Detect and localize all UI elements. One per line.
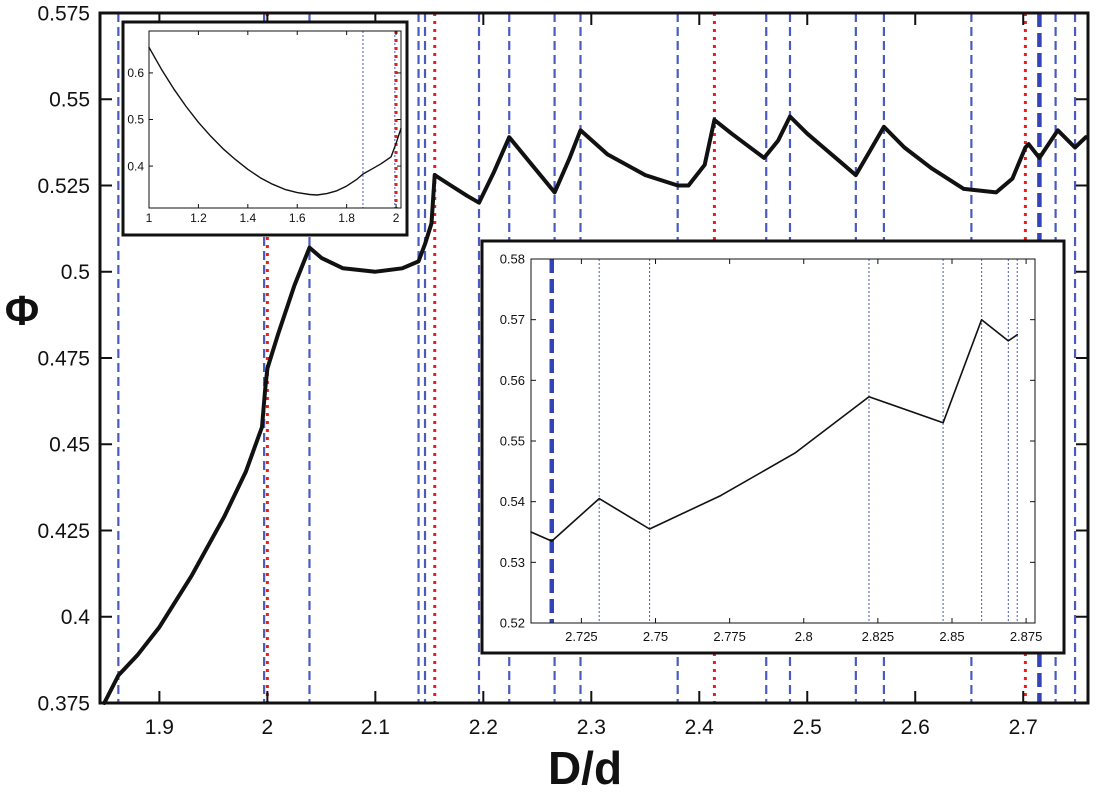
inset-top-x-tick-label: 1.6 <box>289 211 306 225</box>
main-y-tick-label: 0.4 <box>61 606 91 629</box>
main-x-tick-label: 2.6 <box>901 716 930 739</box>
inset-bottom-x-tick-label: 2.875 <box>1010 629 1043 644</box>
inset-bottom-y-tick-label: 0.55 <box>500 434 525 449</box>
y-axis-label: Φ <box>5 287 39 334</box>
inset-bottom-y-tick-label: 0.54 <box>500 494 525 509</box>
main-x-tick-label: 2 <box>262 716 274 739</box>
main-y-tick-label: 0.575 <box>37 2 90 25</box>
inset-top-series-line <box>148 46 402 196</box>
inset-top-x-tick-label: 2 <box>393 211 400 225</box>
inset-bottom-x-tick-label: 2.725 <box>565 629 598 644</box>
main-y-tick-label: 0.55 <box>49 89 90 112</box>
main-y-tick-label: 0.525 <box>37 175 90 198</box>
inset-top-x-tick-label: 1.8 <box>338 211 355 225</box>
inset-bottom-y-tick-label: 0.56 <box>500 373 525 388</box>
inset-bottom-x-tick-label: 2.85 <box>939 629 964 644</box>
main-y-tick-label: 0.5 <box>61 261 90 284</box>
main-x-tick-label: 2.7 <box>1009 716 1038 739</box>
main-series-line <box>102 114 1088 705</box>
inset-bottom-frame <box>480 239 1066 655</box>
main-y-tick-label: 0.425 <box>37 520 90 543</box>
x-axis-label: D/d <box>548 742 622 789</box>
main-y-tick-label: 0.375 <box>37 692 90 715</box>
main-x-tick-label: 2.2 <box>469 716 498 739</box>
inset-bottom-x-tick-label: 2.8 <box>795 629 813 644</box>
main-x-tick-label: 2.5 <box>793 716 822 739</box>
inset-top-x-tick-label: 1.2 <box>190 211 207 225</box>
inset-bottom-x-tick-label: 2.75 <box>643 629 668 644</box>
inset-top-left: 1 1.2 1.4 1.6 1.8 2 0.4 0.5 0.6 <box>121 20 409 237</box>
main-x-tick-label: 1.9 <box>145 716 174 739</box>
inset-top-x-tick-label: 1.4 <box>239 211 256 225</box>
inset-bottom-right: 2.725 2.75 2.775 2.8 2.825 2.85 2.875 0.52 0.53 0… <box>480 239 1066 655</box>
main-y-tick-label: 0.45 <box>49 434 90 457</box>
inset-bottom-y-tick-label: 0.53 <box>500 555 525 570</box>
inset-bottom-y-tick-label: 0.52 <box>500 616 525 631</box>
inset-bottom-x-tick-label: 2.775 <box>713 629 746 644</box>
main-x-tick-label: 2.4 <box>685 716 715 739</box>
main-x-tick-label: 2.3 <box>577 716 606 739</box>
inset-bottom-series-line <box>530 318 1019 542</box>
inset-top-y-tick-label: 0.6 <box>127 66 144 80</box>
inset-bottom-y-tick-label: 0.58 <box>500 252 525 267</box>
inset-top-x-tick-label: 1 <box>146 211 153 225</box>
inset-top-y-tick-label: 0.5 <box>127 113 144 127</box>
inset-bottom-x-tick-label: 2.825 <box>862 629 895 644</box>
main-y-tick-label: 0.475 <box>37 347 90 370</box>
inset-top-y-tick-label: 0.4 <box>127 159 144 173</box>
inset-top-frame <box>121 20 409 237</box>
main-x-tick-label: 2.1 <box>361 716 390 739</box>
inset-bottom-y-tick-label: 0.57 <box>500 312 525 327</box>
